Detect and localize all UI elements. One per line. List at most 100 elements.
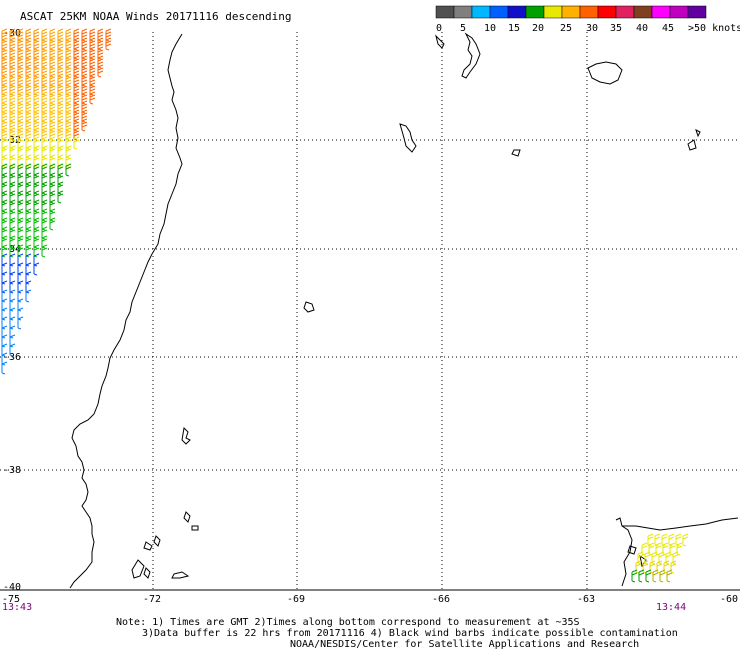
- wind-barb: [1, 100, 8, 114]
- wind-barb: [655, 542, 662, 556]
- wind-barb: [9, 100, 16, 114]
- wind-barb: [9, 118, 16, 132]
- lon-label-66: -66: [432, 594, 450, 605]
- wind-barb: [9, 37, 16, 51]
- wind-barb: [663, 560, 670, 574]
- wind-barb: [49, 172, 56, 186]
- legend-swatch: [525, 5, 545, 19]
- legend-label: 30: [586, 23, 598, 34]
- wind-barb: [25, 82, 32, 96]
- wind-barb: [49, 91, 56, 105]
- wind-barb: [25, 235, 32, 249]
- wind-barb: [1, 136, 8, 150]
- island-8: [171, 571, 190, 579]
- wind-barb: [57, 190, 64, 204]
- wind-barb: [9, 172, 16, 186]
- wind-barb: [9, 343, 16, 357]
- wind-barb: [81, 109, 88, 123]
- legend-swatch: [543, 5, 563, 19]
- wind-barb: [17, 154, 24, 168]
- wind-barb: [65, 91, 72, 105]
- legend-label: 0: [436, 23, 442, 34]
- wind-barb: [41, 217, 48, 231]
- wind-barb: [1, 46, 8, 60]
- wind-barb: [25, 172, 32, 186]
- lake-4: [399, 123, 417, 153]
- wind-barb: [49, 46, 56, 60]
- wind-barb: [33, 163, 40, 177]
- wind-barb: [9, 181, 16, 195]
- wind-barb: [33, 145, 40, 159]
- wind-barb: [89, 64, 96, 78]
- wind-barb: [97, 46, 104, 60]
- wind-barb: [1, 235, 8, 249]
- wind-barb: [1, 154, 8, 168]
- se-coast: [615, 517, 739, 587]
- wind-barb: [9, 73, 16, 87]
- wind-barb: [33, 226, 40, 240]
- wind-barb: [57, 46, 64, 60]
- wind-barb: [57, 28, 64, 42]
- wind-barb: [49, 190, 56, 204]
- wind-barb: [41, 199, 48, 213]
- wind-barb: [41, 235, 48, 249]
- legend-swatch: [669, 5, 689, 19]
- wind-barb: [662, 542, 669, 556]
- wind-barb: [41, 172, 48, 186]
- wind-barb: [669, 542, 676, 556]
- wind-barb: [41, 91, 48, 105]
- wind-barb: [9, 91, 16, 105]
- lake-1: [435, 34, 445, 49]
- wind-barb: [1, 163, 8, 177]
- wind-barb: [57, 127, 64, 141]
- wind-barb: [73, 28, 80, 42]
- wind-barb: [57, 73, 64, 87]
- lat-label-40: -40: [3, 582, 21, 593]
- wind-barb: [17, 46, 24, 60]
- wind-barb: [41, 244, 48, 258]
- wind-barb: [1, 208, 8, 222]
- wind-barb: [33, 55, 40, 69]
- wind-barb: [81, 64, 88, 78]
- wind-barb: [89, 46, 96, 60]
- wind-barb: [1, 190, 8, 204]
- wind-barb: [25, 244, 32, 258]
- wind-barb: [41, 118, 48, 132]
- legend-swatch: [633, 5, 653, 19]
- wind-barb: [17, 199, 24, 213]
- wind-barb: [25, 55, 32, 69]
- wind-barb: [648, 542, 655, 556]
- wind-barb: [49, 109, 56, 123]
- wind-barb: [658, 551, 665, 565]
- wind-barb: [73, 118, 80, 132]
- wind-barb: [65, 46, 72, 60]
- wind-barb: [33, 199, 40, 213]
- wind-barb: [33, 28, 40, 42]
- wind-barb: [49, 82, 56, 96]
- wind-barb: [17, 163, 24, 177]
- wind-barb: [675, 533, 682, 547]
- wind-barb: [65, 136, 72, 150]
- wind-barb: [49, 64, 56, 78]
- wind-barb: [65, 64, 72, 78]
- wind-barb: [9, 190, 16, 204]
- wind-barb: [25, 46, 32, 60]
- legend-swatch: [615, 5, 635, 19]
- wind-barb: [9, 244, 16, 258]
- wind-barb: [49, 163, 56, 177]
- wind-barb: [81, 73, 88, 87]
- wind-barb: [25, 28, 32, 42]
- wind-barb: [49, 145, 56, 159]
- pass-time-left: 13:43: [2, 602, 32, 613]
- wind-barb: [25, 163, 32, 177]
- legend-label: 15: [508, 23, 520, 34]
- island-4: [143, 541, 153, 551]
- wind-barb: [41, 190, 48, 204]
- wind-barb: [672, 551, 679, 565]
- wind-barb: [33, 109, 40, 123]
- wind-barb: [1, 118, 8, 132]
- wind-barb: [9, 163, 16, 177]
- wind-barb: [81, 28, 88, 42]
- island-3: [191, 525, 199, 531]
- wind-barb: [49, 208, 56, 222]
